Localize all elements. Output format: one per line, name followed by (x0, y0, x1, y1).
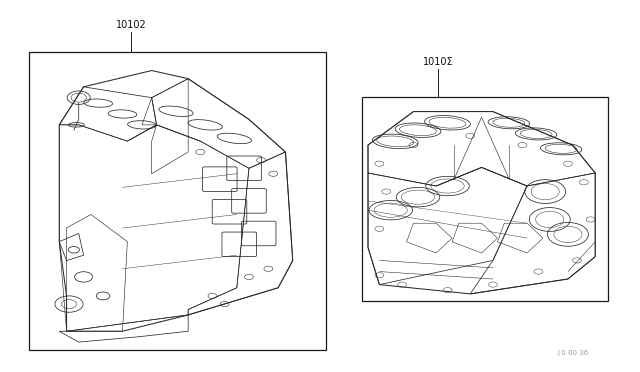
Text: 1010Σ: 1010Σ (423, 57, 454, 67)
Text: J 0 00 36: J 0 00 36 (557, 350, 588, 356)
Bar (362, 97, 608, 301)
Text: 10102: 10102 (116, 20, 147, 30)
Bar (29, 52, 326, 350)
